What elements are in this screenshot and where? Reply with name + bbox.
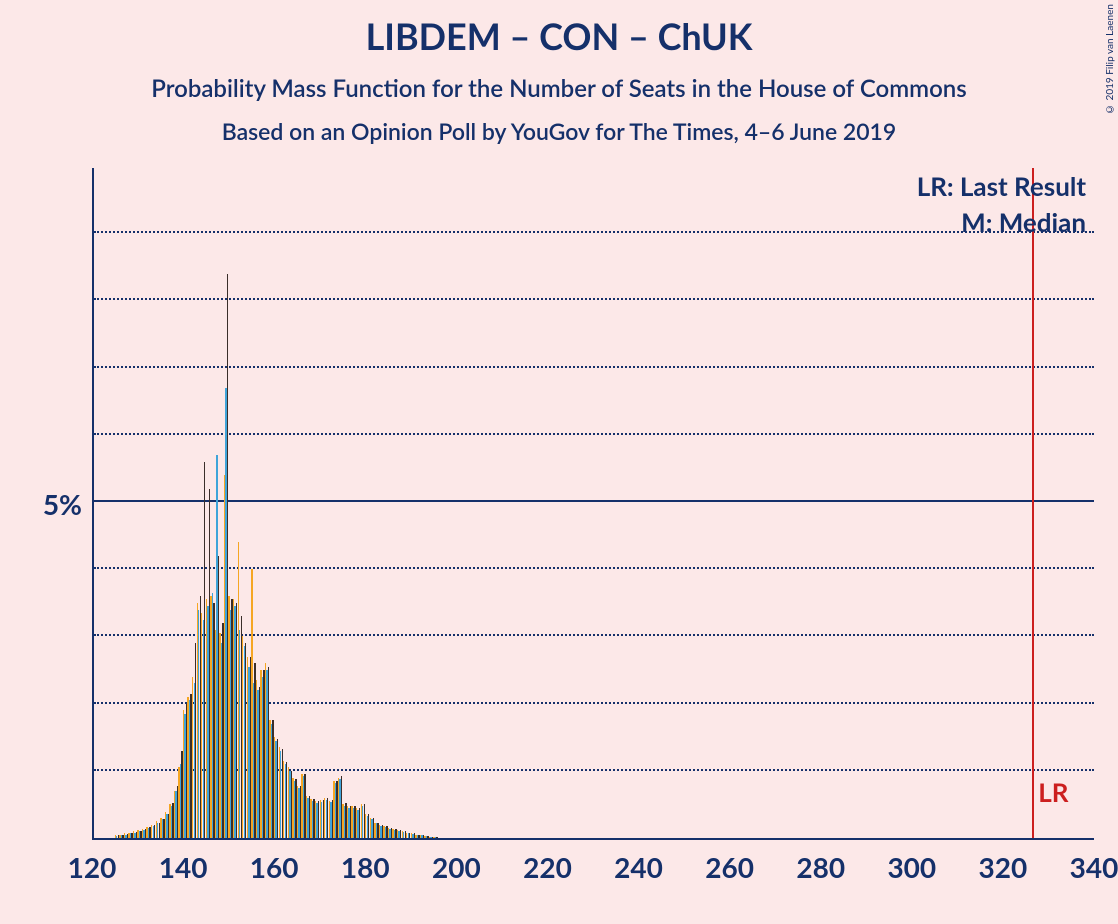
x-tick-label: 160 xyxy=(250,850,299,884)
plot-area: LR: Last Result M: Median LR xyxy=(92,168,1094,840)
lr-label: LR xyxy=(1038,776,1068,808)
x-tick-label: 120 xyxy=(68,850,117,884)
x-tick-label: 180 xyxy=(341,850,390,884)
chart-title: LIBDEM – CON – ChUK xyxy=(0,0,1118,58)
bar-dark xyxy=(436,837,437,838)
copyright-note: © 2019 Filip van Laenen xyxy=(1104,4,1116,115)
lr-vertical-line xyxy=(1032,168,1034,838)
x-tick-label: 200 xyxy=(432,850,481,884)
x-tick-label: 280 xyxy=(796,850,845,884)
x-tick-label: 240 xyxy=(614,850,663,884)
x-tick-label: 260 xyxy=(705,850,754,884)
bars-container xyxy=(94,168,1094,838)
x-tick-label: 340 xyxy=(1070,850,1118,884)
x-tick-label: 220 xyxy=(523,850,572,884)
x-tick-label: 300 xyxy=(887,850,936,884)
chart-subtitle: Probability Mass Function for the Number… xyxy=(0,74,1118,103)
legend-m: M: Median xyxy=(961,206,1086,238)
x-tick-label: 140 xyxy=(159,850,208,884)
chart-subcaption: Based on an Opinion Poll by YouGov for T… xyxy=(0,117,1118,145)
legend-lr: LR: Last Result xyxy=(917,170,1086,202)
x-tick-label: 320 xyxy=(979,850,1028,884)
y-tick-label: 5% xyxy=(43,487,82,521)
